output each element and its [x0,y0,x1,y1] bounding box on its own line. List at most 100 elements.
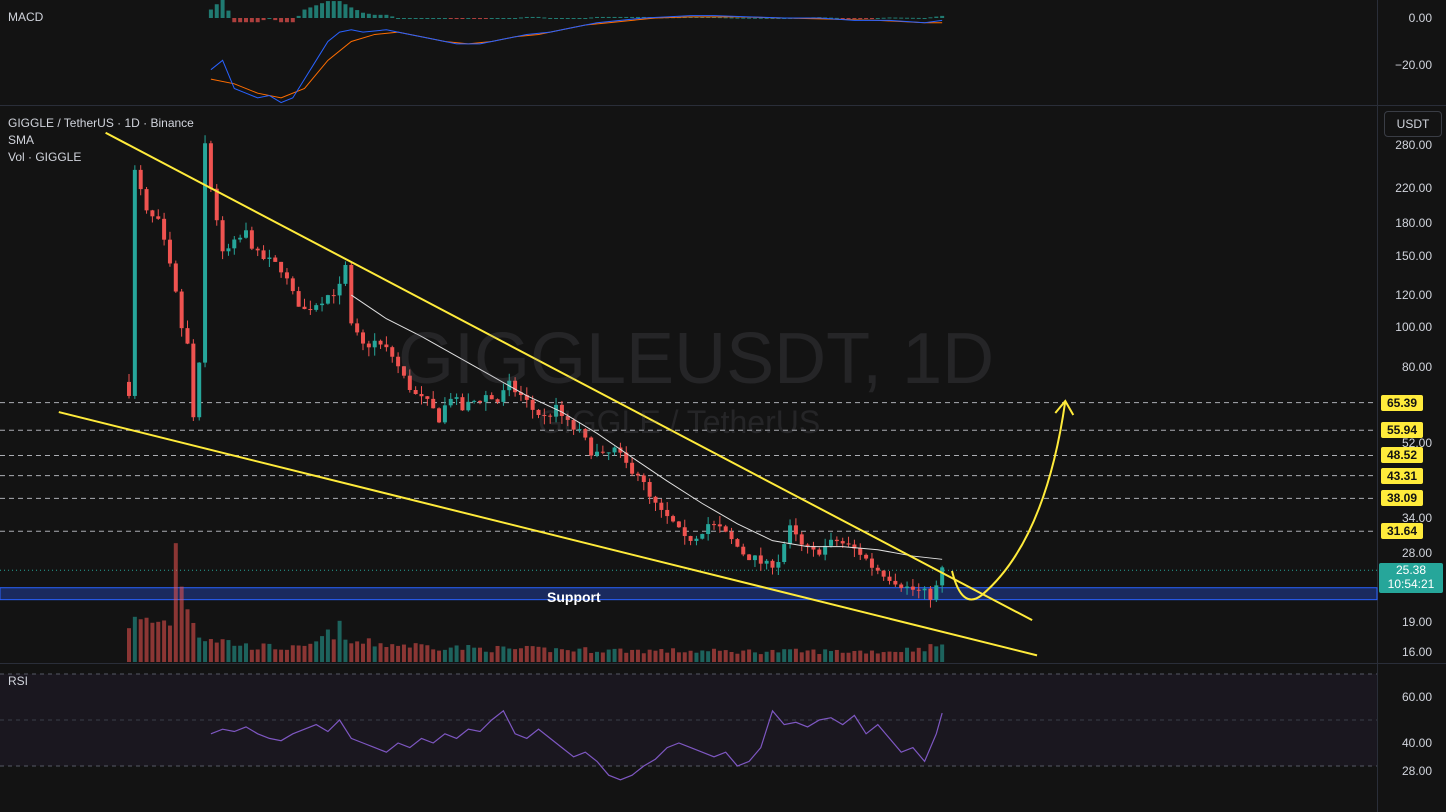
macd-histogram-bar [255,18,260,23]
candle-body [454,397,459,399]
candle-body [659,502,664,510]
macd-histogram-bar [232,18,237,23]
price-axis-tick: 28.00 [1401,545,1432,560]
support-label: Support [547,589,601,605]
price-level-tag: 55.94 [1381,422,1423,439]
candle-body [349,264,354,324]
candle-body [472,400,477,402]
candle-body [413,389,418,395]
macd-histogram-bar [507,18,512,19]
macd-histogram-bar [454,18,459,20]
price-level-tag: 48.52 [1381,447,1423,464]
volume-bar [752,652,757,662]
volume-bar [729,651,734,662]
candle-body [899,584,904,588]
volume-bar [366,638,371,662]
macd-histogram-bar [934,16,939,18]
volume-bar [618,648,623,662]
sma-indicator-label[interactable]: SMA [8,133,35,147]
volume-bar [454,645,459,662]
macd-histogram-bar [641,16,646,18]
candle-body [869,558,874,568]
candle-body [729,531,734,540]
macd-histogram-bar [729,17,734,19]
macd-histogram-bar [717,17,722,19]
macd-histogram-bar [460,18,465,19]
macd-histogram-bar [940,15,945,18]
candle-body [916,589,921,591]
candle-body [483,395,488,402]
volume-bar [577,648,582,662]
volume-bar [916,647,921,662]
candle-body [934,585,939,600]
wedge-lower-trendline [58,411,1038,657]
volume-bar [788,649,793,662]
candle-body [758,555,763,564]
volume-bar [554,648,559,662]
macd-histogram-bar [501,18,506,19]
candle-body [589,437,594,456]
candle-body [571,419,576,430]
macd-histogram-bar [366,13,371,18]
macd-histogram-bar [214,4,219,18]
price-axis-tick: 16.00 [1401,645,1432,659]
macd-histogram-bar [279,18,284,23]
candle-body [249,230,254,249]
macd-histogram-bar [752,17,757,19]
candle-body [910,586,915,590]
candle-body [314,305,319,310]
volume-bar [571,651,576,662]
candle-body [366,343,371,348]
macd-line [210,15,943,104]
macd-histogram-bar [226,10,231,18]
bar-countdown: 10:54:21 [1387,577,1435,591]
volume-bar [472,647,477,662]
macd-histogram-bar [893,17,898,19]
volume-bar [747,649,752,662]
macd-histogram-bar [273,18,278,21]
candle-body [226,248,231,252]
symbol-title[interactable]: GIGGLE / TetherUS · 1D · Binance [8,116,194,130]
candle-body [887,576,892,581]
rsi-axis-tick: 60.00 [1401,690,1432,704]
candle-body [635,473,640,476]
macd-histogram-bar [489,18,494,19]
candle-body [396,356,401,367]
volume-bar [524,645,529,662]
volume-indicator-label[interactable]: Vol · GIGGLE [8,150,82,164]
volume-bar [296,645,301,662]
macd-histogram-bar [530,16,535,18]
volume-bar [723,650,728,662]
candle-body [208,143,213,189]
candle-body [284,272,289,279]
volume-bar [442,649,447,662]
volume-bar [238,645,243,662]
volume-bar [396,645,401,662]
macd-histogram-bar [513,18,518,19]
volume-bar [758,654,763,662]
macd-histogram [208,0,945,23]
candle-body [676,521,681,528]
macd-histogram-bar [244,18,248,23]
volume-bar [425,645,430,662]
candle-body [741,546,746,555]
price-level-tag: 38.09 [1381,490,1423,507]
volume-bar [372,646,377,662]
volume-bar [156,621,161,662]
macd-axis-tick: −20.00 [1394,58,1432,72]
volume-bar [437,650,442,662]
macd-histogram-bar [524,16,529,18]
macd-histogram-bar [495,18,500,19]
volume-bar [150,622,155,662]
volume-bar [676,652,681,662]
macd-histogram-bar [208,9,213,18]
volume-bar [343,639,348,662]
volume-bar [565,650,570,662]
candle-body [600,451,605,453]
currency-button[interactable]: USDT [1384,111,1442,137]
macd-histogram-bar [401,18,406,19]
macd-histogram-bar [542,17,547,19]
volume-bar [905,647,910,662]
